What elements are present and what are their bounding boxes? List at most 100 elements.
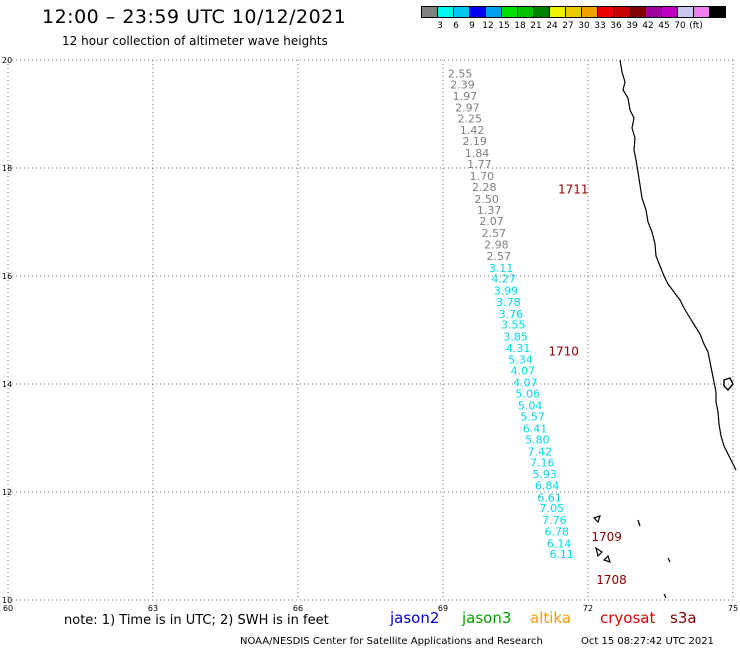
wave-height-value: 2.39 <box>450 78 475 91</box>
wave-height-value: 3.78 <box>496 296 520 309</box>
island-mark <box>663 593 667 599</box>
wave-height-value: 2.98 <box>484 239 509 252</box>
map-axis-labels: 60 63 66 69 72 75 10 12 14 16 18 20 <box>2 56 738 613</box>
lon-tick-label: 60 <box>3 604 13 613</box>
wave-height-value: 2.55 <box>448 68 473 81</box>
color-scale-label: 70 <box>674 21 686 31</box>
map-grid <box>7 59 734 601</box>
wave-height-value: 3.55 <box>501 319 526 332</box>
wave-height-value: 2.50 <box>474 193 499 206</box>
wave-height-value: 1.70 <box>470 170 495 183</box>
color-scale-label: 30 <box>578 21 590 31</box>
wave-height-value: 4.27 <box>491 273 516 286</box>
wave-height-value: 4.31 <box>506 342 531 355</box>
pass-time-label: 1708 <box>596 573 627 587</box>
wave-height-value: 7.76 <box>542 514 567 527</box>
color-scale-label: 27 <box>562 21 574 31</box>
coastline-path <box>619 59 737 471</box>
color-scale-label: 15 <box>498 21 510 31</box>
pass-time-label: 1709 <box>591 530 622 544</box>
wave-height-value: 2.97 <box>455 102 480 115</box>
color-scale-label: 39 <box>626 21 638 31</box>
legend-jason2: jason2 <box>390 609 440 627</box>
color-scale-label: 45 <box>658 21 670 31</box>
island-mark <box>592 515 601 524</box>
wave-height-value: 4.07 <box>511 365 535 378</box>
lat-tick-label: 18 <box>2 164 12 173</box>
wave-height-value: 3.11 <box>489 262 513 275</box>
india-west-coastline <box>592 59 737 599</box>
wave-height-value: 7.05 <box>540 502 565 515</box>
wave-height-value: 6.84 <box>535 480 560 493</box>
wave-height-value: 4.07 <box>513 376 538 389</box>
lat-tick-label: 12 <box>2 488 12 497</box>
lon-tick-label: 75 <box>728 604 738 613</box>
credit-line: NOAA/NESDIS Center for Satellite Applica… <box>240 636 543 647</box>
legend-altika: altika <box>530 609 572 627</box>
lon-tick-label: 69 <box>438 604 448 613</box>
color-scale-label: 3 <box>437 21 443 31</box>
color-scale-label: 33 <box>594 21 606 31</box>
color-scale-label: 24 <box>546 21 558 31</box>
map-title: 12:00 – 23:59 UTC 10/12/2021 <box>42 6 347 28</box>
color-scale-label: 6 <box>453 21 459 31</box>
wave-height-value: 6.41 <box>523 422 548 435</box>
color-swatch <box>709 6 726 18</box>
wave-height-value: 1.97 <box>453 90 478 103</box>
wave-height-value: 1.77 <box>467 158 492 171</box>
lon-tick-label: 66 <box>293 604 303 613</box>
color-scale-label: 9 <box>469 21 475 31</box>
wave-height-value: 6.78 <box>545 525 570 538</box>
wave-height-value: 6.11 <box>549 548 574 561</box>
wave-height-value: 1.84 <box>465 147 490 160</box>
wave-height-value: 6.61 <box>537 491 562 504</box>
wave-height-value: 3.99 <box>494 285 519 298</box>
wave-height-value: 2.57 <box>487 250 512 263</box>
wave-height-value: 7.42 <box>528 446 553 459</box>
lon-tick-label: 63 <box>148 604 158 613</box>
wave-height-value: 5.57 <box>520 410 545 423</box>
island-mark <box>723 377 734 392</box>
legend-s3a: s3a <box>670 609 697 627</box>
color-scale-bar <box>421 6 726 18</box>
wave-height-value: 1.42 <box>460 124 485 137</box>
pass-time-label: 1711 <box>558 183 589 197</box>
wave-height-value: 2.19 <box>462 135 487 148</box>
map-subtitle: 12 hour collection of altimeter wave hei… <box>62 34 328 48</box>
wave-height-value: 2.28 <box>472 181 497 194</box>
wave-height-value: 5.93 <box>532 468 557 481</box>
lon-tick-label: 72 <box>583 604 593 613</box>
wave-height-value: 2.25 <box>458 112 483 125</box>
wave-height-value: 5.04 <box>518 400 543 413</box>
legend-jason3: jason3 <box>462 609 512 627</box>
wave-height-value: 7.16 <box>530 456 555 469</box>
lat-tick-label: 20 <box>2 56 12 65</box>
island-mark <box>595 546 603 558</box>
island-mark <box>637 519 641 527</box>
wave-height-value: 3.85 <box>503 330 527 343</box>
legend-cryosat: cryosat <box>600 609 656 627</box>
footnote: note: 1) Time is in UTC; 2) SWH is in fe… <box>64 613 329 628</box>
lat-tick-label: 16 <box>2 272 12 281</box>
lat-tick-label: 14 <box>2 380 12 389</box>
color-scale-label: 18 <box>514 21 526 31</box>
pass-time-label: 1710 <box>548 345 579 359</box>
island-mark <box>602 554 611 563</box>
wave-height-value: 6.14 <box>547 537 572 550</box>
wave-height-value: 3.76 <box>499 308 524 321</box>
color-scale-label: 21 <box>530 21 542 31</box>
island-mark <box>667 557 671 563</box>
lat-tick-label: 10 <box>2 596 12 605</box>
wave-height-values: 2.552.391.972.972.251.422.191.841.771.70… <box>448 68 627 588</box>
color-scale-label: 12 <box>482 21 494 31</box>
wave-height-value: 2.57 <box>482 227 507 240</box>
color-scale-label: 42 <box>642 21 654 31</box>
color-scale-label: 36 <box>610 21 622 31</box>
color-scale-label: (ft) <box>689 21 703 31</box>
wave-height-value: 1.37 <box>477 204 502 217</box>
wave-height-value: 5.06 <box>516 388 541 401</box>
timestamp: Oct 15 08:27:42 UTC 2021 <box>581 636 714 647</box>
wave-height-value: 5.34 <box>508 354 533 367</box>
wave-height-value: 5.80 <box>525 434 550 447</box>
